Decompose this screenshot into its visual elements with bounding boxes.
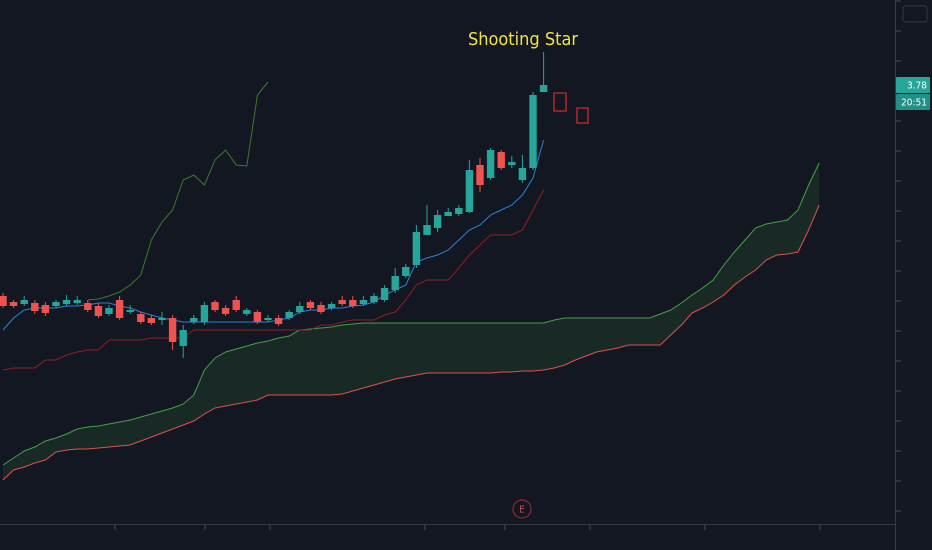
candle-body bbox=[243, 310, 251, 314]
candle-body bbox=[105, 308, 113, 314]
candle-body bbox=[508, 162, 516, 165]
settings-button[interactable] bbox=[902, 5, 928, 23]
candle-body bbox=[465, 170, 474, 212]
candle-body bbox=[52, 302, 60, 306]
candle-body bbox=[529, 95, 537, 168]
projection-box bbox=[553, 92, 567, 112]
candle-body bbox=[296, 306, 304, 312]
indicator-line bbox=[2, 189, 545, 371]
candle-body bbox=[211, 302, 219, 310]
price-axis: 3.78 20:51 bbox=[896, 0, 930, 512]
indicator-line bbox=[2, 139, 545, 331]
event-marker-circle[interactable] bbox=[512, 499, 532, 519]
senkou-b-line bbox=[2, 204, 820, 481]
candle-body bbox=[327, 304, 336, 308]
candle-body bbox=[486, 150, 495, 178]
countdown: 20:51 bbox=[901, 98, 927, 109]
senkou-a-line bbox=[2, 162, 820, 466]
candle-body bbox=[518, 168, 527, 180]
candle-body bbox=[264, 318, 272, 320]
candle-body bbox=[158, 318, 166, 320]
candle-body bbox=[274, 318, 283, 324]
countdown-box bbox=[896, 94, 930, 110]
candle-body bbox=[359, 300, 368, 304]
cloud-fill bbox=[3, 163, 820, 480]
candle-body bbox=[179, 330, 187, 346]
candle-body bbox=[306, 302, 315, 308]
candle-body bbox=[84, 303, 92, 310]
candle-body bbox=[402, 267, 410, 276]
candle-body bbox=[349, 300, 357, 306]
candle-body bbox=[115, 300, 124, 318]
candle-body bbox=[433, 215, 442, 228]
projection-box bbox=[576, 107, 589, 124]
candle-body bbox=[476, 165, 484, 185]
candle-body bbox=[126, 310, 134, 312]
candle-body bbox=[147, 318, 156, 323]
price-label-box bbox=[896, 77, 930, 93]
candle-body bbox=[200, 305, 209, 322]
plot-area bbox=[0, 52, 820, 481]
candle-body bbox=[20, 300, 28, 304]
candle-body bbox=[137, 314, 145, 322]
candle-body bbox=[539, 85, 548, 92]
candle-body bbox=[221, 308, 230, 314]
candle-body bbox=[0, 296, 7, 306]
annotation: Shooting Star bbox=[468, 29, 578, 50]
candle-body bbox=[253, 312, 262, 322]
event-marker: E bbox=[519, 505, 525, 516]
candle-body bbox=[423, 225, 431, 235]
candle-body bbox=[338, 300, 346, 304]
candle-body bbox=[317, 305, 325, 312]
candle-body bbox=[455, 208, 463, 214]
candle-body bbox=[190, 318, 198, 322]
candle-body bbox=[444, 212, 452, 216]
candle-body bbox=[232, 300, 240, 310]
indicator-line bbox=[87, 81, 269, 301]
candle-body bbox=[62, 300, 71, 304]
candle-body bbox=[497, 152, 505, 168]
candle-body bbox=[73, 300, 81, 303]
candle-body bbox=[94, 306, 103, 316]
price-label: 3.78 bbox=[907, 81, 927, 92]
candle-body bbox=[391, 276, 399, 290]
candle-body bbox=[9, 302, 18, 306]
candle-body bbox=[285, 312, 293, 318]
candle-body bbox=[380, 288, 389, 300]
candle-body bbox=[168, 318, 177, 342]
candle-body bbox=[31, 303, 39, 311]
time-axis-ticks bbox=[114, 525, 821, 530]
candle-body bbox=[41, 305, 50, 313]
candle-body bbox=[370, 296, 378, 302]
candle-body bbox=[412, 232, 421, 265]
